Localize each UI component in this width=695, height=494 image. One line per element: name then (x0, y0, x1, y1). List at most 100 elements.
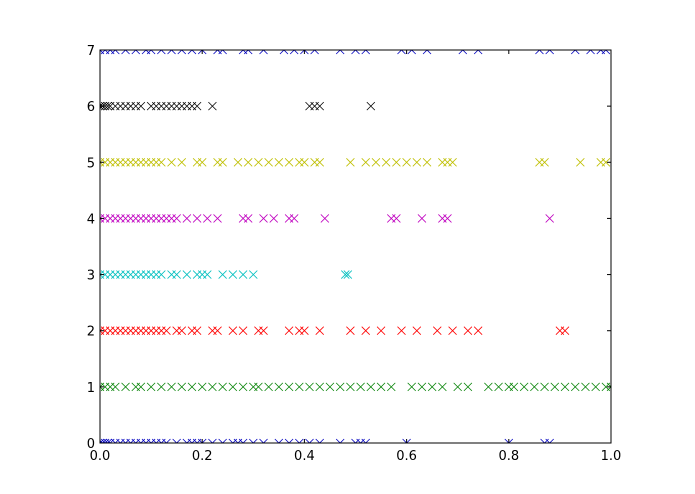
point (243, 214, 253, 223)
point (162, 438, 171, 443)
point (397, 326, 406, 335)
point (254, 382, 263, 392)
point (162, 326, 171, 335)
point (197, 158, 207, 167)
point (432, 326, 442, 335)
point (167, 50, 176, 55)
point (392, 214, 401, 223)
point (335, 438, 345, 443)
point (386, 382, 396, 392)
point (417, 214, 427, 223)
point (422, 50, 432, 55)
point (284, 438, 294, 443)
point (545, 50, 554, 55)
point (519, 382, 529, 392)
y-tick-label: 0 (87, 437, 95, 452)
point (177, 326, 187, 335)
point (146, 382, 156, 392)
point (238, 270, 248, 279)
point (187, 382, 197, 392)
point (586, 50, 595, 55)
point (560, 326, 570, 335)
x-tick-label: 0.6 (396, 449, 417, 464)
point (157, 382, 166, 392)
point (570, 382, 580, 392)
point (376, 326, 386, 335)
point (335, 382, 345, 392)
point (218, 382, 227, 392)
point (315, 158, 325, 167)
point (356, 382, 365, 392)
point (463, 382, 473, 392)
point (264, 158, 273, 167)
point (545, 214, 554, 223)
point (208, 101, 217, 111)
point (259, 326, 268, 335)
point (320, 214, 330, 223)
point (300, 326, 309, 335)
plot-area (100, 50, 611, 443)
point (346, 382, 355, 392)
point (315, 382, 325, 392)
point (601, 158, 611, 167)
point (606, 382, 611, 392)
point (397, 50, 406, 55)
point (402, 158, 411, 167)
point (325, 382, 335, 392)
plot-frame (99, 49, 612, 444)
point (289, 50, 299, 55)
point (218, 50, 227, 55)
point (381, 158, 391, 167)
point (305, 382, 314, 392)
point (213, 326, 222, 335)
point (249, 438, 258, 443)
point (427, 382, 437, 392)
point (448, 158, 457, 167)
y-tick-label: 6 (87, 100, 95, 115)
point (540, 158, 549, 167)
point (581, 382, 590, 392)
point (243, 50, 253, 55)
y-tick-label: 3 (87, 269, 95, 284)
point (177, 158, 187, 167)
point (157, 158, 166, 167)
point (315, 438, 325, 443)
point (197, 50, 207, 55)
point (366, 382, 376, 392)
point (343, 270, 353, 279)
x-tick-label: 0.2 (192, 449, 213, 464)
point (136, 382, 146, 392)
point (157, 50, 166, 55)
point (274, 158, 284, 167)
point (177, 50, 187, 55)
point (530, 382, 539, 392)
point (177, 382, 187, 392)
point (192, 101, 202, 111)
point (264, 382, 273, 392)
point (103, 438, 112, 443)
point (305, 438, 314, 443)
point (300, 158, 309, 167)
point (208, 438, 217, 443)
point (473, 326, 483, 335)
point (407, 382, 416, 392)
point (560, 382, 570, 392)
point (361, 158, 371, 167)
point (203, 214, 212, 223)
point (315, 101, 325, 111)
point (274, 438, 284, 443)
x-tick-label: 0.0 (90, 449, 111, 464)
point (361, 438, 371, 443)
point (448, 326, 457, 335)
y-tick-label: 1 (87, 381, 95, 396)
point (111, 50, 120, 55)
point (422, 158, 432, 167)
point (417, 382, 427, 392)
point (366, 101, 376, 111)
point (300, 50, 309, 55)
point (208, 382, 217, 392)
point (131, 50, 141, 55)
point (443, 214, 452, 223)
point (361, 326, 371, 335)
